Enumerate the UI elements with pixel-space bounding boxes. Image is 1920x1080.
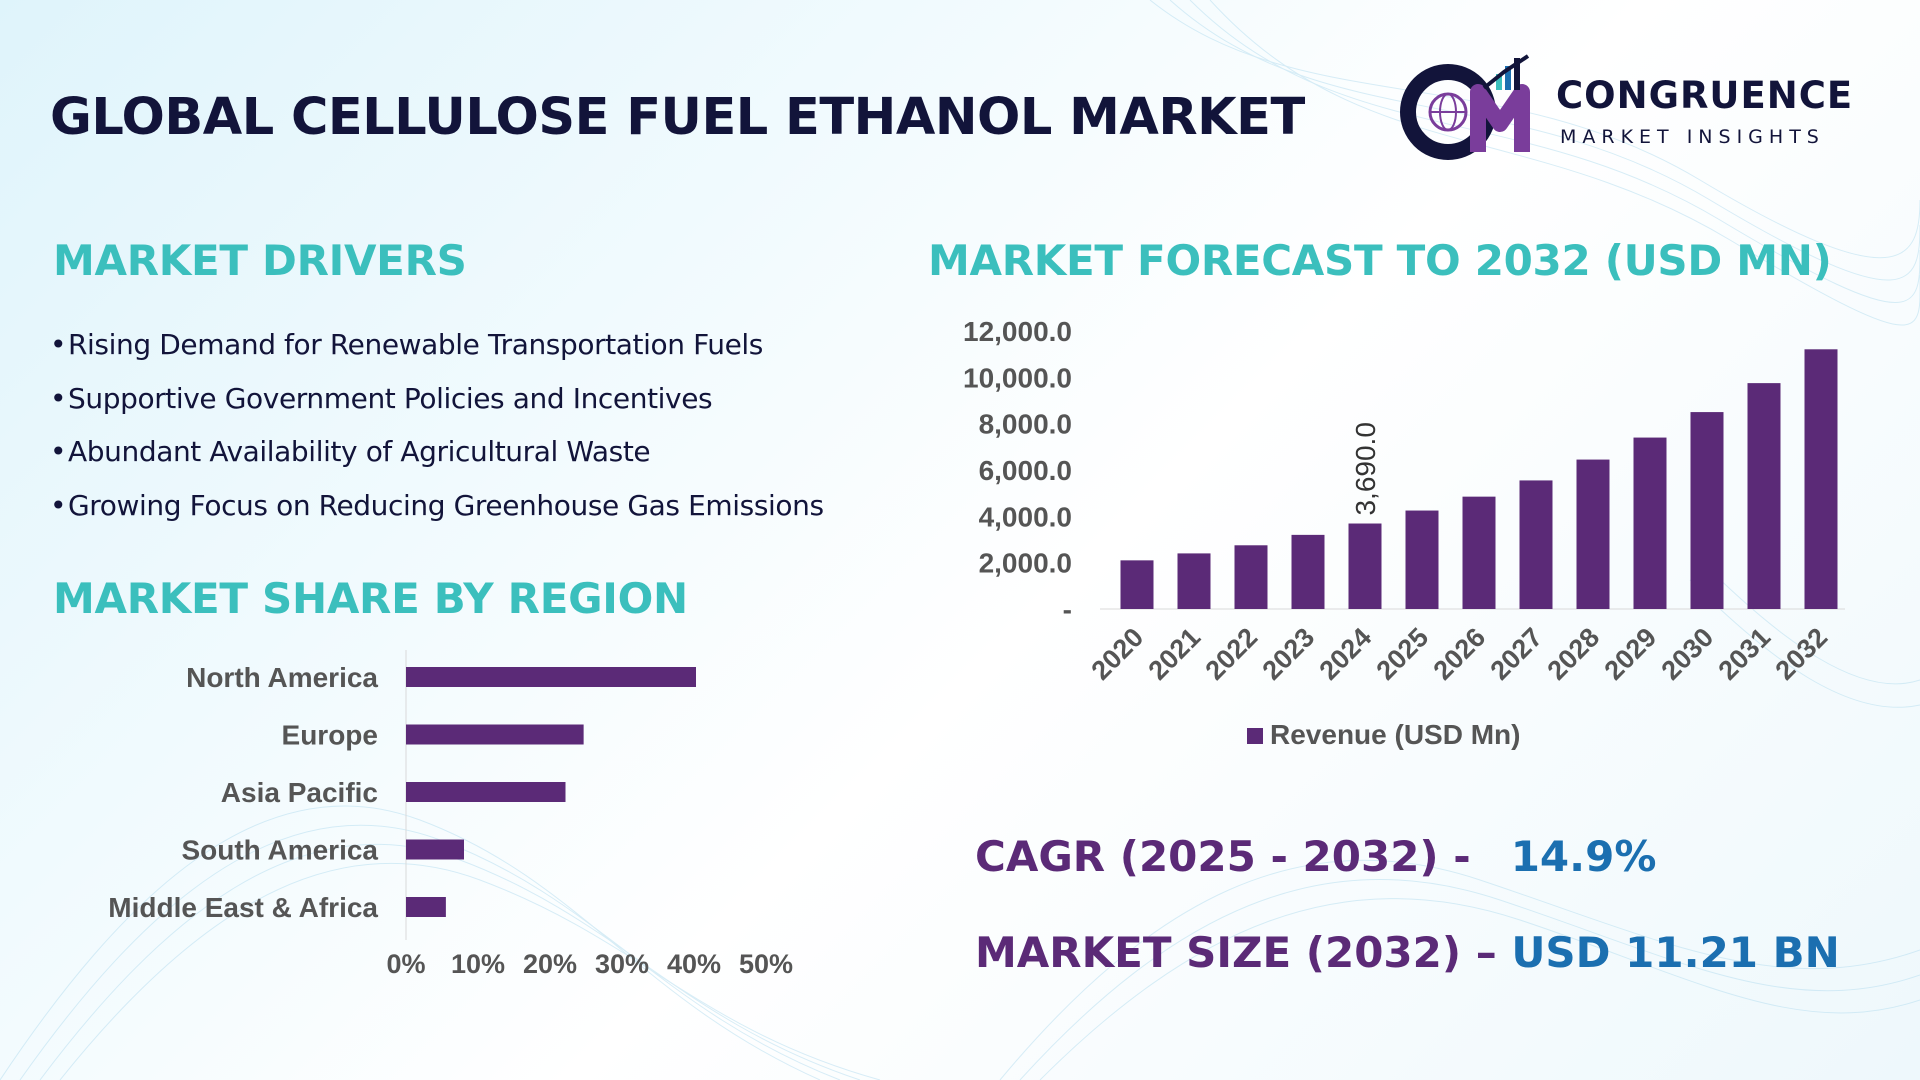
revenue-bar: [1633, 437, 1667, 609]
region-bar: [406, 782, 566, 802]
revenue-bar: [1519, 480, 1553, 609]
region-bar: [406, 897, 446, 917]
x-tick-label: 2031: [1713, 622, 1777, 686]
driver-item: •Abundant Availability of Agricultural W…: [50, 429, 824, 483]
driver-item: •Supportive Government Policies and Ince…: [50, 376, 824, 430]
revenue-bar: [1120, 560, 1154, 609]
x-tick-label: 20%: [523, 949, 577, 979]
region-bar: [406, 667, 696, 687]
cagr-kpi: CAGR (2025 - 2032) - 14.9%: [975, 832, 1656, 881]
revenue-bar: [1690, 412, 1724, 609]
region-share-heading: MARKET SHARE BY REGION: [53, 574, 688, 623]
x-tick-label: 30%: [595, 949, 649, 979]
category-label: Europe: [282, 720, 378, 751]
revenue-bar: [1234, 545, 1268, 609]
x-tick-label: 2023: [1257, 622, 1321, 686]
cagr-value: 14.9%: [1510, 832, 1657, 881]
company-logo: CONGRUENCE MARKET INSIGHTS: [1400, 52, 1870, 162]
revenue-bar: [1576, 459, 1610, 609]
x-tick-label: 2032: [1770, 622, 1834, 686]
market-size-value: USD 11.21 BN: [1511, 928, 1840, 977]
legend-swatch: [1247, 728, 1263, 744]
y-tick-label: -: [1063, 594, 1072, 625]
x-tick-label: 2030: [1656, 622, 1720, 686]
revenue-bar: [1291, 534, 1325, 609]
region-bar: [406, 724, 584, 745]
x-tick-label: 2027: [1485, 622, 1549, 686]
category-label: Middle East & Africa: [108, 892, 378, 923]
revenue-bar: [1348, 523, 1382, 609]
revenue-bar: [1462, 496, 1496, 609]
y-tick-label: 4,000.0: [979, 501, 1072, 532]
driver-text: Growing Focus on Reducing Greenhouse Gas…: [68, 488, 824, 522]
driver-item: •Growing Focus on Reducing Greenhouse Ga…: [50, 483, 824, 537]
market-size-label: MARKET SIZE (2032) –: [975, 928, 1497, 977]
drivers-list: •Rising Demand for Renewable Transportat…: [50, 322, 824, 536]
category-label: South America: [181, 835, 378, 866]
y-tick-label: 8,000.0: [979, 409, 1072, 440]
y-tick-label: 12,000.0: [963, 316, 1072, 347]
category-label: Asia Pacific: [221, 777, 378, 808]
market-drivers-heading: MARKET DRIVERS: [53, 236, 467, 285]
y-tick-label: 2,000.0: [979, 548, 1072, 579]
page-title: GLOBAL CELLULOSE FUEL ETHANOL MARKET: [50, 88, 1305, 147]
revenue-bar: [1405, 510, 1439, 609]
x-tick-label: 40%: [667, 949, 721, 979]
driver-item: •Rising Demand for Renewable Transportat…: [50, 322, 824, 376]
market-size-kpi: MARKET SIZE (2032) – USD 11.21 BN: [975, 928, 1840, 977]
category-label: North America: [186, 662, 378, 693]
driver-text: Abundant Availability of Agricultural Wa…: [68, 435, 651, 468]
bullet-icon: •: [50, 488, 67, 522]
x-tick-label: 2024: [1314, 622, 1378, 686]
logo-wordmark: CONGRUENCE: [1556, 74, 1854, 117]
x-tick-label: 2026: [1428, 622, 1492, 686]
data-label: 3,690.0: [1350, 422, 1381, 515]
cagr-label: CAGR (2025 - 2032) -: [975, 832, 1471, 881]
revenue-bar: [1177, 553, 1211, 609]
region-share-chart: North America Europe Asia Pacific South Ame…: [108, 650, 793, 979]
region-bar: [406, 839, 464, 860]
driver-text: Supportive Government Policies and Incen…: [68, 381, 713, 415]
x-tick-label: 2029: [1599, 622, 1663, 686]
x-tick-label: 2020: [1086, 622, 1150, 686]
y-tick-label: 6,000.0: [979, 455, 1072, 486]
forecast-heading: MARKET FORECAST TO 2032 (USD MN): [928, 236, 1832, 285]
x-tick-label: 50%: [739, 949, 793, 979]
x-tick-label: 10%: [451, 949, 505, 979]
forecast-chart: - 2,000.0 4,000.0 6,000.0 8,000.0 10,000.0 12,…: [963, 316, 1845, 750]
y-tick-label: 10,000.0: [963, 362, 1072, 393]
revenue-bar: [1804, 349, 1838, 609]
bullet-icon: •: [50, 435, 67, 468]
x-tick-label: 2028: [1542, 622, 1606, 686]
globe-chart-icon: [1400, 54, 1530, 160]
x-tick-label: 2025: [1371, 622, 1435, 686]
bullet-icon: •: [50, 381, 67, 415]
driver-text: Rising Demand for Renewable Transportati…: [68, 328, 763, 361]
x-tick-label: 0%: [386, 949, 425, 979]
x-tick-label: 2022: [1200, 622, 1264, 686]
logo-tagline: MARKET INSIGHTS: [1560, 126, 1825, 148]
bullet-icon: •: [50, 328, 67, 361]
x-tick-label: 2021: [1143, 622, 1207, 686]
legend-label: Revenue (USD Mn): [1270, 719, 1520, 750]
revenue-bar: [1747, 383, 1781, 609]
